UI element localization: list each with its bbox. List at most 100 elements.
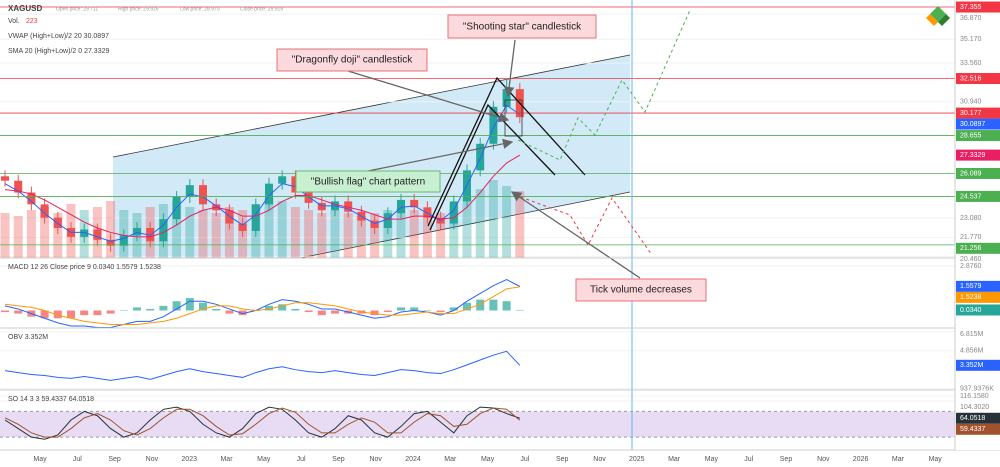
price-badge-label: 30.177 <box>960 110 982 117</box>
x-tick-label: Mar <box>220 456 233 463</box>
x-tick-label: Sep <box>332 456 345 463</box>
volume-bar <box>264 198 274 258</box>
annotation-box <box>295 170 441 193</box>
histogram-bar <box>159 305 168 311</box>
histogram-bar <box>317 310 326 316</box>
price-badge-label: 30.0897 <box>960 121 985 128</box>
histogram-bar <box>304 310 313 313</box>
candle-body <box>93 229 102 240</box>
y-tick-label: 35.170 <box>960 36 982 43</box>
x-tick-label: Nov <box>146 456 159 463</box>
series-line <box>4 406 520 440</box>
candle-body <box>80 229 89 237</box>
logo-mark <box>926 14 938 26</box>
y-tick-label: 33.560 <box>960 60 982 67</box>
annotation: "Shooting star" candlestick <box>463 22 582 33</box>
annotation: "Bullish flag" chart pattern <box>311 177 425 188</box>
y-tick-label: 4.856M <box>960 348 984 355</box>
histogram-bar <box>463 302 471 311</box>
flag-line <box>429 103 556 231</box>
indicator-legend: SMA 20 (High+Low)/2 0 27.3329 <box>8 48 109 55</box>
histogram-bar <box>397 307 405 311</box>
volume-bar <box>422 213 432 258</box>
price-badge-label: 1.5238 <box>960 294 982 301</box>
histogram-bar <box>106 310 115 314</box>
annotation: Tick volume decreases <box>590 285 692 296</box>
arrow <box>367 138 514 172</box>
candle-body <box>304 192 313 203</box>
volume-value: 223 <box>26 18 38 25</box>
channel-lower <box>299 191 631 259</box>
y-tick-label: 23.080 <box>960 215 982 222</box>
y-tick-label: 2.8760 <box>960 263 982 270</box>
logo-mark <box>938 14 950 26</box>
price-badge-label: 21.256 <box>960 245 982 252</box>
flag-line <box>427 76 586 227</box>
volume-bar <box>185 207 195 258</box>
series-line <box>4 154 521 238</box>
candle-body <box>476 143 485 171</box>
candle-body <box>53 217 62 229</box>
candle-body <box>278 176 287 184</box>
candle-body <box>291 176 300 193</box>
candle-body <box>502 89 511 107</box>
arrow <box>510 191 641 279</box>
volume-bar <box>172 201 182 258</box>
volume-bar <box>396 207 406 258</box>
candle-body <box>410 199 419 208</box>
price-badge <box>956 412 1000 424</box>
x-tick-label: 2026 <box>853 456 869 463</box>
x-tick-label: Sep <box>108 456 121 463</box>
annotations: "Shooting star" candlestick "Dragonfly d… <box>276 14 707 302</box>
channel-upper <box>112 54 631 158</box>
price-badge <box>956 190 1000 202</box>
histogram-bar <box>80 310 89 316</box>
price-axis <box>955 0 1000 450</box>
candle-body <box>317 202 326 211</box>
volume-bar <box>409 210 419 258</box>
candle-body <box>370 220 379 229</box>
candle-body <box>251 204 260 231</box>
histogram-bar <box>515 309 524 311</box>
volume-bar <box>343 213 353 258</box>
histogram-bar <box>199 302 207 311</box>
price-badge <box>956 130 1000 142</box>
y-tick-label: 6.815M <box>960 331 984 338</box>
candle-body <box>265 183 273 205</box>
histogram-bar <box>225 310 234 314</box>
indicator-legend: MACD 12 26 Close price 9 0.0340 1.5579 1… <box>8 264 161 271</box>
candle-body <box>225 210 234 224</box>
price-badge <box>956 167 1000 179</box>
x-tick-label: May <box>705 456 719 463</box>
histogram-bar <box>185 298 194 311</box>
histogram-bar <box>67 310 75 319</box>
candle-body <box>119 235 128 246</box>
histogram-bar <box>476 299 485 311</box>
forecast-up <box>517 9 691 161</box>
price-badge-label: 32.516 <box>960 75 982 82</box>
histogram-bar <box>133 307 141 311</box>
histogram-bar <box>449 307 458 311</box>
histogram-bar <box>93 310 102 316</box>
volume-bar <box>224 207 234 258</box>
candle-body <box>27 192 36 205</box>
x-tick-label: Mar <box>444 456 457 463</box>
volume-bar <box>290 207 300 258</box>
price-badge-label: 0.0340 <box>960 307 982 314</box>
price-badge-label: 1.5579 <box>960 283 982 290</box>
volume-bar <box>198 210 208 258</box>
price-badge-label: 24.537 <box>960 193 982 200</box>
candle-body <box>199 185 207 205</box>
histogram-bar <box>370 310 379 316</box>
candle-body <box>449 201 458 224</box>
histogram-bar <box>119 310 128 311</box>
candle-body <box>344 201 353 212</box>
arrow <box>503 39 516 98</box>
volume-bar <box>515 191 525 258</box>
histogram-bar <box>331 310 339 314</box>
histogram-bar <box>502 301 511 311</box>
x-tick-label: May <box>257 456 271 463</box>
candle-body <box>1 176 9 181</box>
ohlc: High price: 29.926 <box>118 6 159 12</box>
